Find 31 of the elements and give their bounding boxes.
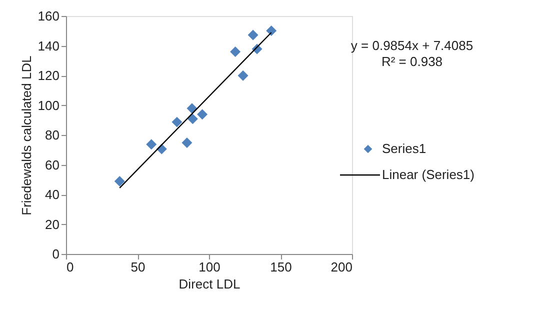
y-tick-label: 140	[38, 38, 60, 54]
y-tick-label: 160	[38, 8, 60, 24]
annotation: y = 0.9854x + 7.4085	[350, 38, 474, 53]
legend-label: Series1	[382, 141, 426, 156]
y-axis-title: Friedewalds calculated LDL	[18, 56, 34, 216]
text: R² = 0.938	[381, 54, 443, 69]
point	[186, 103, 198, 114]
point	[172, 116, 182, 128]
y-tick-label: 120	[38, 68, 60, 83]
x-tick-label: 200	[330, 260, 352, 274]
point	[146, 139, 157, 150]
y-tick-label: 20	[45, 216, 60, 232]
x-tick-label: 100	[198, 260, 220, 274]
y-tick-label: 80	[45, 128, 60, 142]
y-tick-label: 0	[52, 246, 60, 262]
point	[230, 46, 241, 57]
y-tick-label: 100	[38, 98, 60, 113]
point	[114, 176, 125, 187]
point	[238, 70, 248, 81]
y-tick-label: 60	[45, 157, 60, 172]
x-tick-label: 0	[66, 260, 74, 274]
x-tick-label: 50	[130, 260, 146, 274]
point	[266, 25, 277, 36]
x-axis-title: Direct LDL	[178, 276, 240, 292]
point	[182, 137, 192, 148]
point	[248, 30, 258, 40]
legend-label: Linear (Series1)	[382, 167, 474, 182]
point	[187, 114, 198, 124]
x-tick-label: 150	[270, 260, 292, 274]
y-tick-label: 40	[45, 187, 60, 202]
point	[197, 109, 208, 120]
